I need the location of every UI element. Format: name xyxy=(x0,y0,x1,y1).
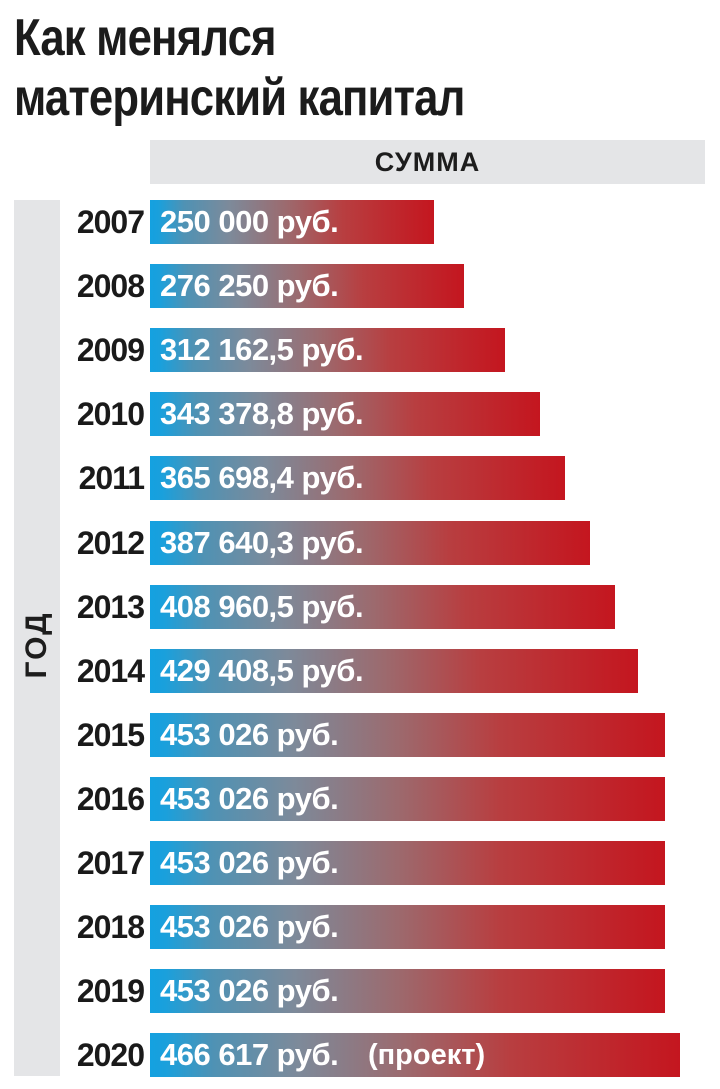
bar-value-label-2012: 387 640,3 руб. xyxy=(160,525,364,560)
bar-value-label-2013: 408 960,5 руб. xyxy=(160,589,364,624)
bar-2008 xyxy=(150,264,464,308)
bar-2007 xyxy=(150,200,434,244)
bar-value-label-2020: 466 617 руб. xyxy=(160,1037,339,1072)
bar-2016 xyxy=(150,777,665,821)
year-label-2017: 2017 xyxy=(76,845,145,881)
chart-title: Как менялся материнский капитал xyxy=(14,8,465,128)
bar-value-label-2008: 276 250 руб. xyxy=(160,268,339,303)
chart-title-line-1: Как менялся xyxy=(14,9,277,67)
column-header-label: СУММА xyxy=(374,146,481,177)
bar-value-label-2010: 343 378,8 руб. xyxy=(160,396,364,431)
bar-value-label-2007: 250 000 руб. xyxy=(160,204,339,239)
year-label-2010: 2010 xyxy=(76,396,145,432)
bar-2011 xyxy=(150,456,565,500)
year-label-2011: 2011 xyxy=(78,460,145,496)
bar-2014 xyxy=(150,649,638,693)
bar-2019 xyxy=(150,969,665,1013)
bar-2017 xyxy=(150,841,665,885)
year-label-2007: 2007 xyxy=(76,204,145,240)
chart-title-line-2: материнский капитал xyxy=(14,69,465,127)
year-label-2020: 2020 xyxy=(76,1037,145,1073)
year-label-2012: 2012 xyxy=(76,525,145,561)
year-axis-strip xyxy=(14,200,60,1076)
bar-value-label-2018: 453 026 руб. xyxy=(160,909,339,944)
bar-value-label-2011: 365 698,4 руб. xyxy=(160,460,364,495)
bar-value-label-2015: 453 026 руб. xyxy=(160,717,339,752)
bar-2010 xyxy=(150,392,540,436)
year-label-2008: 2008 xyxy=(76,268,145,304)
bar-2009 xyxy=(150,328,505,372)
year-label-2013: 2013 xyxy=(76,589,145,625)
bar-value-label-2009: 312 162,5 руб. xyxy=(160,332,364,367)
bar-2020 xyxy=(150,1033,680,1077)
annotation-2020: (проект) xyxy=(368,1039,486,1071)
bar-value-label-2017: 453 026 руб. xyxy=(160,845,339,880)
bar-value-label-2016: 453 026 руб. xyxy=(160,781,339,816)
year-label-2015: 2015 xyxy=(76,717,145,753)
year-label-2009: 2009 xyxy=(76,332,145,368)
bar-2018 xyxy=(150,905,665,949)
bar-value-label-2014: 429 408,5 руб. xyxy=(160,653,364,688)
bar-2015 xyxy=(150,713,665,757)
year-label-2014: 2014 xyxy=(76,653,145,689)
column-header: СУММА xyxy=(150,140,705,184)
bar-value-label-2019: 453 026 руб. xyxy=(160,973,339,1008)
bar-2012 xyxy=(150,521,590,565)
year-label-2019: 2019 xyxy=(76,973,145,1009)
bar-2013 xyxy=(150,585,615,629)
year-label-2016: 2016 xyxy=(76,781,145,817)
year-label-2018: 2018 xyxy=(76,909,145,945)
